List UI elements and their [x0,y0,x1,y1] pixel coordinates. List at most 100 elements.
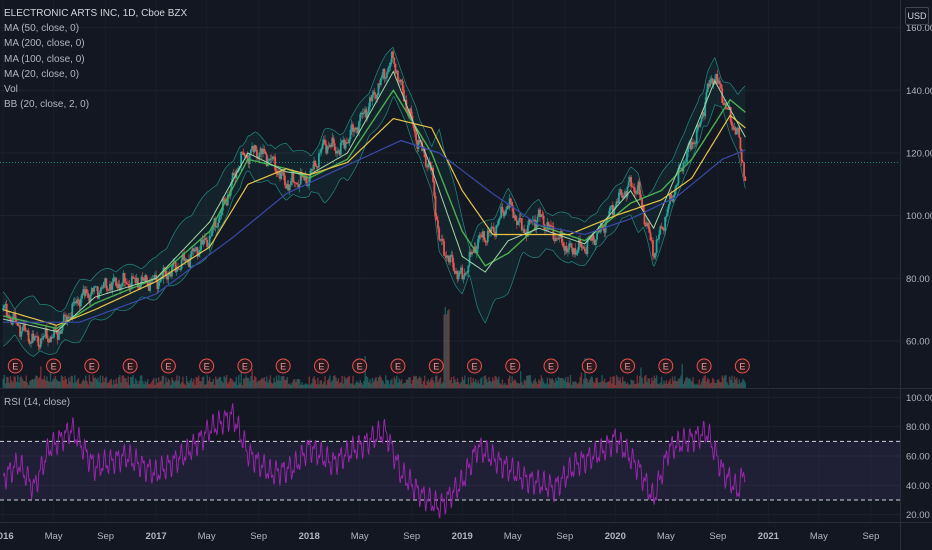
candle-body [648,226,651,233]
earnings-marker[interactable]: E [505,358,521,374]
volume-bar [312,378,314,388]
earnings-marker[interactable]: E [199,358,215,374]
candle-body [743,162,745,177]
earnings-marker[interactable]: E [658,358,674,374]
candle-body [661,226,664,229]
volume-bar [499,383,501,388]
earnings-marker[interactable]: E [160,358,176,374]
volume-bar [527,375,529,388]
bb-label[interactable]: BB (20, close, 2, 0) [4,99,90,111]
candle-body [288,185,291,191]
volume-bar [676,381,679,388]
candle-body [700,117,703,122]
earnings-marker[interactable]: E [352,358,368,374]
ma200-label[interactable]: MA (200, close, 0) [4,38,85,50]
candle-body [590,237,592,241]
earnings-marker[interactable]: E [543,358,559,374]
candle-body [558,237,561,239]
earnings-letter: E [739,362,745,372]
volume-bar [465,384,467,388]
earnings-marker[interactable]: E [581,358,597,374]
volume-bar [422,381,425,388]
earnings-marker[interactable]: E [696,358,712,374]
volume-bar [55,379,58,388]
volume-bar [517,383,519,388]
volume-bar [54,375,57,388]
candle-body [338,150,341,155]
candle-body [211,229,213,236]
volume-bar [121,375,123,388]
earnings-marker[interactable]: E [275,358,291,374]
candle-body [546,222,549,230]
candle-body [618,192,620,204]
candle-body [545,229,547,231]
symbol-title[interactable]: ELECTRONIC ARTS INC, 1D, Cboe BZX [4,8,188,19]
candle-body [392,51,394,58]
volume-bar [148,384,150,388]
volume-bar [318,384,320,388]
candle-body [576,250,579,253]
earnings-marker[interactable]: E [466,358,482,374]
volume-bar [699,384,702,388]
vol-label[interactable]: Vol [4,84,18,96]
ma20-label[interactable]: MA (20, close, 0) [4,68,80,80]
volume-bar [258,380,261,388]
candle-body [191,248,194,252]
volume-bar [82,379,85,388]
candle-body [93,286,96,292]
candle-body [461,267,464,280]
ma100-label[interactable]: MA (100, close, 0) [4,53,85,65]
candle-body [172,263,175,267]
volume-bar [18,382,20,388]
candle-body [569,243,572,245]
candle-body [670,193,673,199]
earnings-marker[interactable]: E [313,358,329,374]
volume-bar [222,382,224,388]
candle-body [444,255,447,257]
earnings-circle [7,358,23,374]
earnings-marker[interactable]: E [734,358,750,374]
volume-bar [649,383,652,388]
currency-badge[interactable]: USD [905,7,929,25]
volume-bar [116,383,119,388]
volume-bar [675,381,677,388]
volume-bar [557,376,560,388]
earnings-marker[interactable]: E [390,358,406,374]
volume-bar [614,384,617,388]
volume-bar [541,378,544,388]
candle-body [292,172,295,183]
earnings-letter: E [471,362,477,372]
volume-bar [717,379,720,388]
candle-body [711,78,714,85]
volume-bar [521,382,523,388]
ma50-label[interactable]: MA (50, close, 0) [4,23,80,35]
candle-body [134,278,137,283]
candle-body [387,68,390,73]
candle-body [253,145,256,152]
earnings-marker[interactable]: E [122,358,138,374]
earnings-marker[interactable]: E [428,358,444,374]
volume-bar [545,383,547,388]
earnings-marker[interactable]: E [237,358,253,374]
earnings-marker[interactable]: E [7,358,23,374]
candle-body [3,305,6,308]
volume-bar [731,375,733,388]
rsi-label[interactable]: RSI (14, close) [4,397,71,408]
volume-bar [358,383,360,388]
candle-body [61,324,64,331]
candle-body [439,239,442,241]
candle-body [592,234,595,241]
volume-bar [77,378,80,388]
candle-body [710,78,713,80]
candle-body [424,157,427,166]
time-tick-label: May [198,531,216,542]
earnings-marker[interactable]: E [620,358,636,374]
earnings-marker[interactable]: E [46,358,62,374]
candle-body [185,259,188,262]
volume-bar [453,376,455,388]
volume-bar [393,376,396,388]
volume-bar [687,378,689,388]
earnings-marker[interactable]: E [84,358,100,374]
